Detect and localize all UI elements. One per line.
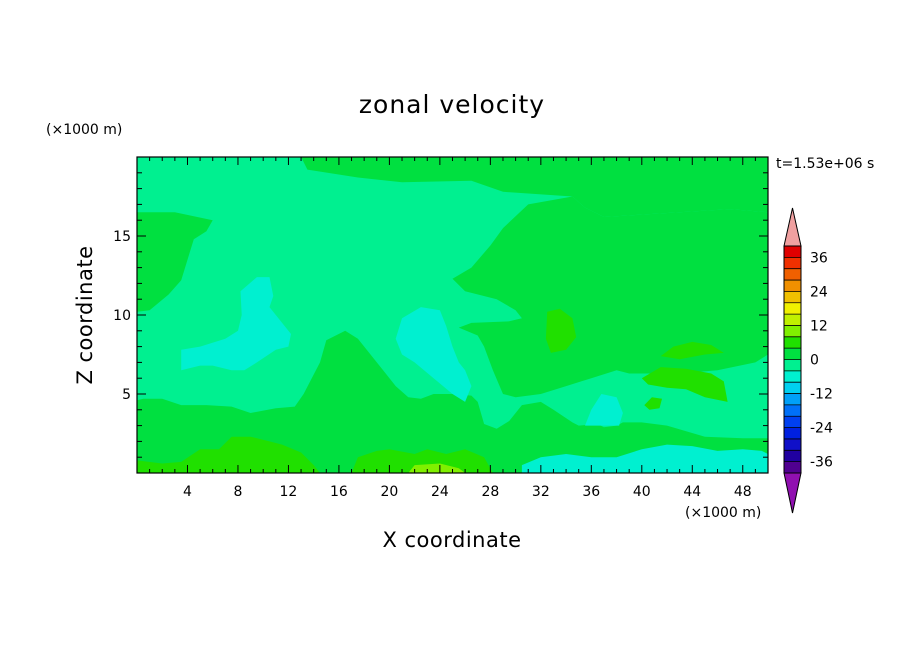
x-tick-label: 32: [532, 484, 550, 500]
colorbar-bin: [784, 427, 801, 440]
y-tick-label: 10: [113, 308, 131, 324]
colorbar-bin: [784, 450, 801, 462]
colorbar-bin: [784, 438, 801, 451]
contour-region-center-positive-blob: [545, 308, 577, 353]
time-label: t=1.53e+06 s: [776, 156, 874, 172]
colorbar-tick-label: -36: [810, 455, 833, 471]
x-tick-label: 8: [233, 484, 242, 500]
x-tick-label: 40: [633, 484, 651, 500]
contour-region-right-positive-dot: [644, 397, 662, 410]
x-tick-label: 44: [683, 484, 701, 500]
colorbar-tick-label: -24: [810, 421, 833, 437]
colorbar-bin: [784, 336, 801, 349]
x-tick-label: 48: [734, 484, 752, 500]
contour-region-bottom-right-negative: [521, 444, 768, 473]
chart-title: zonal velocity: [359, 90, 545, 119]
x-tick-label: 36: [582, 484, 600, 500]
y-unit-label: (×1000 m): [46, 122, 122, 138]
colorbar-bin: [784, 302, 801, 315]
contour-field: [137, 157, 768, 473]
contour-region-upper-right-positive: [301, 157, 768, 217]
contour-region-center-negative-pocket: [395, 307, 472, 402]
colorbar-bin: [784, 314, 801, 326]
y-axis-ticks: 5 10 15: [113, 172, 768, 458]
colorbar-bin: [784, 257, 801, 269]
colorbar-bin: [784, 268, 801, 281]
colorbar-tick-label: 24: [810, 284, 828, 300]
x-tick-label: 20: [380, 484, 398, 500]
contour-region-right-negative-pocket: [585, 394, 623, 426]
colorbar-bin: [784, 291, 801, 304]
contour-region-bottom-center-pocket: [351, 449, 493, 473]
colorbar-bin: [784, 280, 801, 292]
y-tick-label: 15: [113, 229, 131, 245]
x-tick-label: 4: [183, 484, 192, 500]
colorbar-bin: [784, 404, 801, 417]
colorbar-tick-label: 12: [810, 318, 828, 334]
colorbar-tick-label: -12: [810, 387, 833, 403]
colorbar-bin: [784, 359, 801, 372]
colorbar-bin: [784, 348, 801, 360]
x-tick-label: 24: [431, 484, 449, 500]
x-unit-label: (×1000 m): [685, 505, 761, 521]
x-tick-label: 28: [481, 484, 499, 500]
x-tick-label: 16: [330, 484, 348, 500]
contour-region-left-positive-patch: [137, 212, 213, 312]
colorbar-under-triangle: [783, 472, 802, 514]
colorbar-bin: [784, 246, 801, 258]
y-axis-label: Z coordinate: [73, 245, 97, 384]
colorbar-bin: [784, 325, 801, 338]
contour-region-bottom-center-core: [408, 463, 466, 473]
y-tick-label: 5: [122, 387, 131, 403]
colorbar-bin: [784, 370, 801, 383]
x-axis-label: X coordinate: [382, 528, 521, 552]
colorbar-frame: [783, 245, 802, 474]
contour-region-right-positive-blob-lower: [641, 367, 728, 402]
colorbar: 36 24 12 0 -12 -24 -36: [783, 207, 833, 514]
x-tick-label: 12: [280, 484, 298, 500]
colorbar-bin: [784, 382, 801, 394]
colorbar-over-triangle: [783, 207, 802, 247]
colorbar-bin: [784, 416, 801, 428]
colorbar-bin: [784, 393, 801, 406]
colorbar-tick-label: 0: [810, 353, 819, 369]
colorbar-tick-label: 36: [810, 250, 828, 266]
x-axis-ticks: 4 8 12 16 20 24 28 32 36 40 44 48: [149, 157, 756, 500]
contour-region-bottom-left-pocket: [137, 436, 320, 473]
colorbar-bin: [784, 461, 801, 474]
contour-region-lower-positive-band: [137, 330, 768, 473]
contour-region-left-negative-pocket: [181, 277, 291, 371]
contour-region-right-positive-blob-upper: [660, 341, 724, 360]
